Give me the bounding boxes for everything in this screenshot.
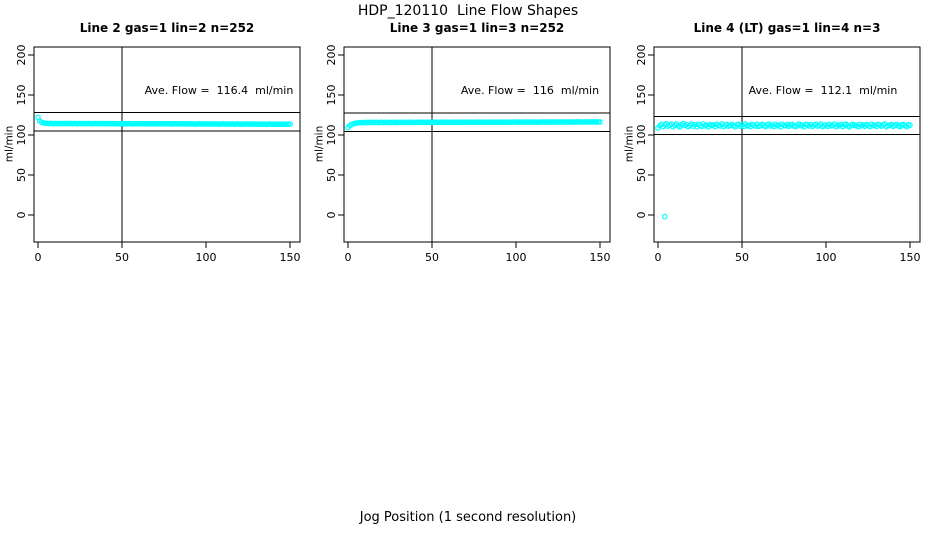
- x-tick-label: 50: [425, 251, 439, 264]
- y-tick-label: 150: [325, 85, 338, 106]
- y-tick-label: 100: [325, 125, 338, 146]
- y-tick-label: 100: [15, 125, 28, 146]
- reference-lines: [654, 47, 920, 242]
- plot-box: [33, 46, 301, 243]
- x-tick-label: 0: [345, 251, 352, 264]
- y-axis: 0 50 100 150 200: [15, 45, 34, 219]
- y-tick-label: 200: [635, 45, 648, 66]
- x-axis: 0 50 100 150: [345, 242, 611, 264]
- x-tick-label: 100: [816, 251, 837, 264]
- data-points: [655, 120, 913, 220]
- y-tick-label: 100: [635, 125, 648, 146]
- y-axis-title: ml/min: [624, 126, 636, 162]
- y-tick-label: 50: [325, 168, 338, 182]
- ave-flow-annotation-line2: Ave. Flow = 116.4 ml/min: [144, 84, 294, 97]
- ave-flow-annotation-line3: Ave. Flow = 116 ml/min: [460, 84, 600, 97]
- plot-box: [653, 46, 921, 243]
- y-axis-title: ml/min: [314, 126, 326, 162]
- x-tick-label: 50: [735, 251, 749, 264]
- x-axis-label: Jog Position (1 second resolution): [359, 510, 577, 525]
- plot-area-line3: 0 50 100 150 200 0 50 100 150 ml/min: [314, 45, 611, 264]
- ave-flow-annotation-line4: Ave. Flow = 112.1 ml/min: [748, 84, 898, 97]
- plot-box: [343, 46, 611, 243]
- x-axis: 0 50 100 150: [655, 242, 921, 264]
- reference-lines: [344, 47, 610, 242]
- y-axis: 0 50 100 150 200: [325, 45, 344, 219]
- x-tick-label: 150: [900, 251, 921, 264]
- plot-group: 0 50 100 150 200 0 50 100 150 ml/min: [4, 45, 301, 264]
- y-tick-label: 200: [325, 45, 338, 66]
- x-axis: 0 50 100 150: [35, 242, 301, 264]
- x-tick-label: 100: [196, 251, 217, 264]
- panel-title-line3: Line 3 gas=1 lin=3 n=252: [389, 21, 565, 35]
- panel-title-line4: Line 4 (LT) gas=1 lin=4 n=3: [693, 21, 881, 35]
- y-tick-label: 0: [325, 212, 338, 219]
- plot-group: 0 50 100 150 200 0 50 100 150 ml/min: [314, 45, 611, 264]
- x-tick-label: 0: [655, 251, 662, 264]
- x-tick-label: 100: [506, 251, 527, 264]
- reference-lines: [34, 47, 300, 242]
- plot-group: 0 50 100 150 200 0 50 100 150 ml/min: [624, 45, 921, 264]
- y-tick-label: 50: [635, 168, 648, 182]
- y-tick-label: 0: [15, 212, 28, 219]
- y-axis-title: ml/min: [4, 126, 16, 162]
- data-points: [35, 114, 293, 128]
- y-tick-label: 200: [15, 45, 28, 66]
- main-title: HDP_120110 Line Flow Shapes: [357, 3, 579, 19]
- y-tick-label: 50: [15, 168, 28, 182]
- outlier-point: [661, 213, 668, 220]
- panel-title-line2: Line 2 gas=1 lin=2 n=252: [79, 21, 255, 35]
- y-tick-label: 0: [635, 212, 648, 219]
- y-tick-label: 150: [15, 85, 28, 106]
- x-tick-label: 0: [35, 251, 42, 264]
- y-tick-label: 150: [635, 85, 648, 106]
- data-points: [345, 119, 603, 131]
- x-tick-label: 150: [590, 251, 611, 264]
- x-tick-label: 150: [280, 251, 301, 264]
- plot-area-line4: 0 50 100 150 200 0 50 100 150 ml/min: [624, 45, 921, 264]
- y-axis: 0 50 100 150 200: [635, 45, 654, 219]
- plot-area-line2: 0 50 100 150 200 0 50 100 150 ml/min: [4, 45, 301, 264]
- x-tick-label: 50: [115, 251, 129, 264]
